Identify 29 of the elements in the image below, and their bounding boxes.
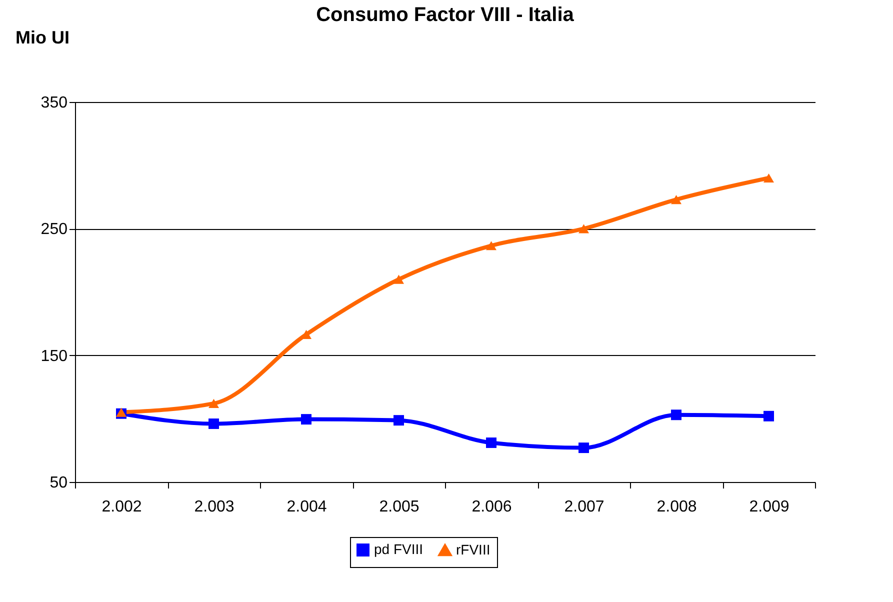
x-tick-label: 2.009 bbox=[749, 498, 790, 516]
point bbox=[486, 241, 496, 250]
x-tick-label: 2.002 bbox=[102, 498, 142, 516]
point bbox=[208, 398, 219, 408]
y-tick-label: 50 bbox=[50, 474, 68, 492]
x-tick-label: 2.007 bbox=[564, 498, 604, 516]
point bbox=[486, 437, 496, 448]
point bbox=[671, 194, 682, 204]
x-tick-label: 2.006 bbox=[472, 498, 512, 516]
point bbox=[671, 410, 682, 420]
y-tick-label: 350 bbox=[40, 94, 68, 112]
point bbox=[578, 224, 589, 234]
point bbox=[208, 418, 219, 429]
point bbox=[394, 415, 404, 426]
y-tick-label: 250 bbox=[40, 221, 68, 238]
y-tick-label: 150 bbox=[40, 348, 68, 365]
legend-label: pd FVIII bbox=[374, 541, 424, 557]
x-tick-label: 2.005 bbox=[379, 498, 420, 516]
point bbox=[578, 442, 589, 454]
x-tick-label: 2.004 bbox=[286, 498, 327, 516]
chart-title: Consumo Factor VIII - Italia bbox=[316, 4, 575, 26]
legend-label: rFVIII bbox=[456, 541, 490, 558]
point bbox=[764, 410, 774, 422]
y-axis-title: Mio UI bbox=[16, 28, 70, 48]
point bbox=[764, 173, 774, 183]
point bbox=[394, 274, 404, 284]
x-tick-label: 2.003 bbox=[194, 498, 234, 516]
x-tick-label: 2.008 bbox=[656, 498, 697, 516]
point bbox=[301, 414, 312, 425]
